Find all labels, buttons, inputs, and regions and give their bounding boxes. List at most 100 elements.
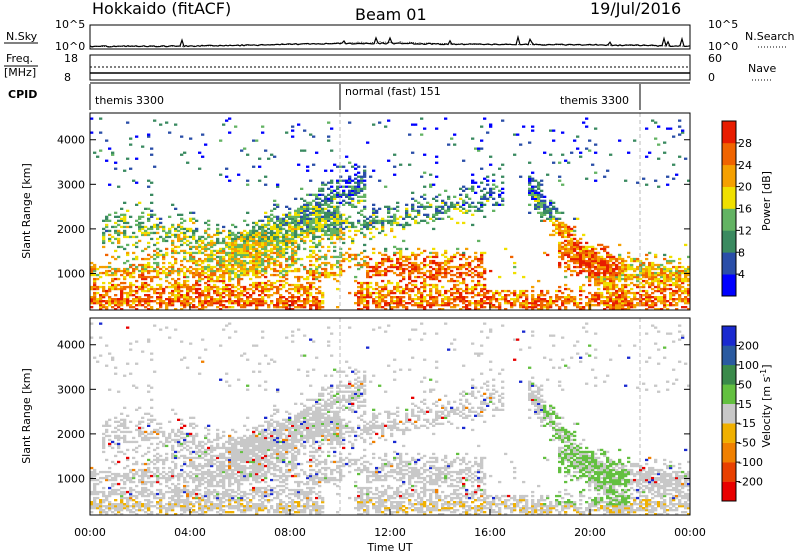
power-cell (264, 211, 268, 214)
power-cell (435, 195, 439, 198)
power-cell (234, 259, 238, 263)
power-cell (648, 300, 652, 303)
power-cell (348, 221, 352, 225)
power-cell (219, 265, 223, 269)
power-cell (630, 281, 634, 285)
velocity-cell (126, 362, 130, 365)
power-cell (231, 283, 235, 287)
power-cell (189, 306, 193, 309)
power-cell (414, 219, 418, 222)
power-cell (159, 249, 163, 253)
power-cell (135, 308, 139, 311)
velocity-cell (129, 342, 133, 345)
power-cell (579, 306, 583, 309)
power-cell (273, 269, 277, 273)
power-cell (189, 271, 193, 275)
power-cell (687, 289, 691, 293)
power-cell (270, 237, 274, 241)
power-cell (306, 207, 310, 210)
power-cell (219, 291, 223, 295)
power-cell (603, 269, 607, 273)
power-cell (513, 133, 517, 136)
power-cell (255, 139, 259, 142)
power-cell (255, 231, 259, 235)
power-cell (375, 273, 379, 277)
power-cell (300, 275, 304, 279)
power-cell (384, 185, 388, 188)
power-cell (285, 243, 289, 247)
power-cell (189, 298, 193, 301)
power-cell (474, 257, 478, 261)
power-cell (666, 275, 670, 279)
power-cell (588, 300, 592, 303)
power-cell (312, 229, 316, 233)
power-cell (111, 302, 115, 305)
velocity-cell (114, 490, 118, 494)
power-cell (540, 203, 544, 206)
power-cell (252, 300, 256, 303)
power-cell (348, 203, 352, 206)
power-cell (102, 281, 106, 285)
power-cell (111, 271, 115, 275)
velocity-cell (135, 496, 139, 500)
power-cell (228, 229, 232, 233)
power-cell (165, 302, 169, 305)
power-cell (372, 269, 376, 273)
power-cell (657, 265, 661, 269)
power-cell (591, 163, 595, 166)
power-cell (420, 267, 424, 271)
power-cell (678, 283, 682, 287)
power-cell (129, 294, 133, 297)
power-cell (654, 289, 658, 293)
power-cell (432, 215, 436, 218)
power-cell (114, 161, 118, 164)
power-cell (273, 225, 277, 229)
power-cell (315, 151, 319, 154)
power-cell (276, 183, 280, 186)
power-cell (330, 197, 334, 200)
power-cell (135, 265, 139, 269)
velocity-cell (105, 496, 109, 500)
velocity-cell (99, 322, 103, 325)
power-cell (480, 195, 484, 198)
power-cell (633, 291, 637, 295)
power-cell (312, 251, 316, 255)
power-cell (501, 163, 505, 166)
power-cell (189, 259, 193, 263)
power-cell (558, 308, 562, 311)
power-cell (99, 302, 103, 305)
power-cell (333, 225, 337, 229)
velocity-cell (96, 492, 100, 496)
power-cell (681, 300, 685, 303)
power-cell (387, 215, 391, 218)
power-cell (378, 219, 382, 222)
power-cell (354, 173, 358, 176)
power-cell (363, 304, 367, 307)
power-cell (609, 263, 613, 267)
power-cell (261, 289, 265, 293)
power-cell (264, 243, 268, 247)
velocity-cell (99, 480, 103, 484)
power-cell (384, 205, 388, 208)
power-cell (225, 285, 229, 289)
velocity-cell (114, 442, 118, 446)
power-cell (624, 275, 628, 279)
power-cell (345, 179, 349, 182)
power-cell (441, 207, 445, 210)
power-cell (483, 267, 487, 271)
power-cell (204, 300, 208, 303)
power-cell (207, 279, 211, 283)
power-cell (597, 287, 601, 291)
power-cell (423, 281, 427, 285)
power-cell (192, 306, 196, 309)
power-cell (168, 271, 172, 275)
power-cell (642, 302, 646, 305)
power-cell (120, 225, 124, 229)
power-cell (192, 251, 196, 255)
power-cell (315, 287, 319, 291)
power-cell (396, 221, 400, 225)
power-cell (306, 225, 310, 229)
power-cell (300, 215, 304, 218)
power-cell (165, 235, 169, 239)
power-cell (195, 289, 199, 293)
